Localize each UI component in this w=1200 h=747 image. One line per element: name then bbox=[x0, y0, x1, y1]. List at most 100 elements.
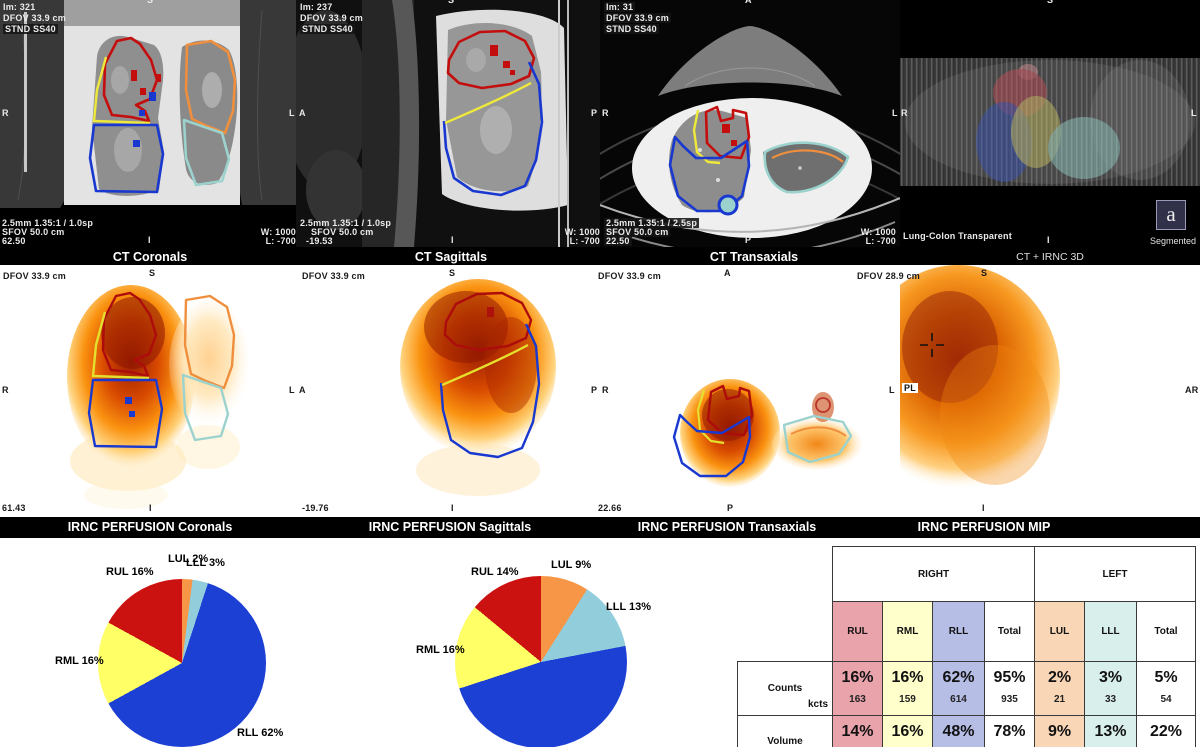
perfusion-quantification-table: RIGHT LEFT RUL RML RLL Total LUL LLL Tot… bbox=[737, 546, 1196, 747]
perfusion-transaxial-viewport[interactable] bbox=[600, 265, 900, 517]
recon-mode-label: STND SS40 bbox=[3, 24, 58, 34]
col-header-rml: RML bbox=[882, 601, 933, 662]
orientation-top: S bbox=[981, 268, 988, 278]
cell-percent: 16% bbox=[891, 723, 924, 740]
ct-transaxial-image bbox=[600, 0, 900, 247]
ct-3d-rendering bbox=[900, 0, 1200, 247]
col-header-lll: LLL bbox=[1084, 601, 1137, 662]
slice-info: 2.5mm 1.35:1 / 1.0sp bbox=[300, 218, 392, 228]
ct-3d-viewport[interactable] bbox=[900, 0, 1200, 247]
pie2-rml-label: RML 16% bbox=[416, 644, 465, 656]
sfov-label: SFOV 50.0 cm bbox=[311, 227, 374, 237]
pie1-rll-label: RLL 62% bbox=[237, 727, 284, 739]
cell-value: 159 bbox=[899, 694, 916, 705]
table-group-right: RIGHT bbox=[832, 546, 1035, 602]
orientation-left: R bbox=[602, 385, 609, 395]
pie1-lll-label: LLL 3% bbox=[186, 557, 225, 569]
perfusion-mip-viewport[interactable] bbox=[900, 265, 1200, 517]
cell-percent: 5% bbox=[1154, 669, 1178, 686]
orientation-right: L bbox=[892, 108, 898, 118]
orientation-bottom: I bbox=[1047, 235, 1050, 245]
ct-3d-title: CT + IRNC 3D bbox=[1016, 251, 1084, 263]
cell-percent: 2% bbox=[1047, 669, 1072, 686]
cell-value: 21 bbox=[1053, 694, 1066, 705]
orientation-top: S bbox=[147, 0, 154, 5]
perfusion-mip-title: IRNC PERFUSION MIP bbox=[917, 520, 1051, 534]
slice-info: 2.5mm 1.35:1 / 1.0sp bbox=[2, 218, 94, 228]
ct-transaxials-title: CT Transaxials bbox=[709, 250, 799, 264]
render-mode-label: Lung-Colon Transparent bbox=[903, 231, 1012, 241]
cell-percent: 14% bbox=[841, 723, 874, 740]
orientation-top: S bbox=[449, 268, 456, 278]
ct-transaxial-viewport[interactable] bbox=[600, 0, 900, 247]
orientation-bottom: P bbox=[727, 503, 734, 513]
slice-location: -19.76 bbox=[302, 503, 329, 513]
perfusion-sagittals-title: IRNC PERFUSION Sagittals bbox=[368, 520, 532, 534]
orientation-bottom: I bbox=[148, 235, 151, 245]
pie2-lll-label: LLL 13% bbox=[606, 601, 652, 613]
cell-percent: 3% bbox=[1098, 669, 1123, 686]
perfusion-sagittal-viewport[interactable] bbox=[296, 265, 600, 517]
cell-percent: 16% bbox=[891, 669, 924, 686]
window-label: W: 1000 bbox=[860, 227, 896, 237]
pie1-rml-label: RML 16% bbox=[55, 655, 104, 667]
cell-percent: 22% bbox=[1149, 723, 1183, 740]
dfov-label: DFOV 33.9 cm bbox=[302, 271, 365, 281]
orientation-right: L bbox=[289, 385, 295, 395]
slice-info: 2.5mm 1.35:1 / 2.5sp bbox=[604, 218, 700, 228]
orientation-left: R bbox=[901, 108, 908, 118]
level-label: L: -700 bbox=[569, 236, 600, 246]
window-label: W: 1000 bbox=[260, 227, 296, 237]
ct-coronal-viewport[interactable] bbox=[0, 0, 296, 247]
slice-location: 22.50 bbox=[604, 236, 632, 246]
row-label-text: Counts bbox=[767, 683, 803, 694]
dfov-label: DFOV 33.9 cm bbox=[3, 271, 66, 281]
col-header-left-total: Total bbox=[1136, 601, 1196, 662]
ct-sagittals-title: CT Sagittals bbox=[414, 250, 488, 264]
cell-percent: 78% bbox=[993, 723, 1026, 740]
perfusion-coronal-image bbox=[0, 265, 296, 517]
row-label-text: Volume bbox=[767, 736, 803, 747]
pie1-lul-label: LUL 2% bbox=[168, 553, 209, 565]
image-number: Im: 321 bbox=[3, 2, 36, 12]
dfov-label: DFOV 33.9 cm bbox=[3, 13, 66, 23]
sfov-label: SFOV 50.0 cm bbox=[604, 227, 671, 237]
ct-sagittal-viewport[interactable] bbox=[296, 0, 600, 247]
orientation-left: PL bbox=[902, 383, 918, 393]
recon-mode-label: STND SS40 bbox=[300, 24, 355, 34]
orientation-right: L bbox=[289, 108, 295, 118]
slice-location: 62.50 bbox=[2, 236, 26, 246]
table-row: Volume 14% 16% 48% 78% 9% 13% 22% bbox=[737, 715, 1196, 747]
perfusion-mip-image bbox=[900, 265, 1200, 517]
slice-location: 61.43 bbox=[2, 503, 26, 513]
ct-coronal-image bbox=[0, 0, 296, 247]
perfusion-coronal-viewport[interactable] bbox=[0, 265, 296, 517]
cell-percent: 95% bbox=[993, 669, 1026, 686]
perfusion-transaxial-image bbox=[600, 265, 900, 517]
orientation-left: R bbox=[2, 385, 9, 395]
ct-coronals-title: CT Coronals bbox=[112, 250, 188, 264]
orientation-left: R bbox=[2, 108, 9, 118]
row-label-volume: Volume bbox=[737, 715, 833, 747]
sfov-label: SFOV 50.0 cm bbox=[2, 227, 65, 237]
dfov-label: DFOV 33.9 cm bbox=[604, 13, 671, 23]
dfov-label: DFOV 28.9 cm bbox=[857, 271, 920, 281]
slice-location: 22.66 bbox=[598, 503, 622, 513]
col-header-lul: LUL bbox=[1034, 601, 1085, 662]
cell-percent: 9% bbox=[1047, 723, 1072, 740]
col-header-rul: RUL bbox=[832, 601, 883, 662]
orientation-top: A bbox=[724, 268, 731, 278]
cell-value: 614 bbox=[950, 694, 967, 705]
segmented-render-icon[interactable]: a bbox=[1156, 200, 1186, 230]
cell-value: 163 bbox=[849, 694, 866, 705]
perfusion-label-bar: IRNC PERFUSION Coronals IRNC PERFUSION S… bbox=[0, 517, 1200, 538]
pie2-lul-label: LUL 9% bbox=[551, 559, 592, 571]
crosshair-marker[interactable] bbox=[920, 333, 944, 357]
ct-label-bar: CT Coronals CT Sagittals CT Transaxials … bbox=[0, 247, 1200, 265]
orientation-left: A bbox=[299, 108, 306, 118]
orientation-right: AR bbox=[1185, 385, 1199, 395]
orientation-bottom: P bbox=[745, 235, 752, 245]
counts-pie-chart bbox=[98, 579, 266, 747]
dfov-label: DFOV 33.9 cm bbox=[598, 271, 661, 281]
